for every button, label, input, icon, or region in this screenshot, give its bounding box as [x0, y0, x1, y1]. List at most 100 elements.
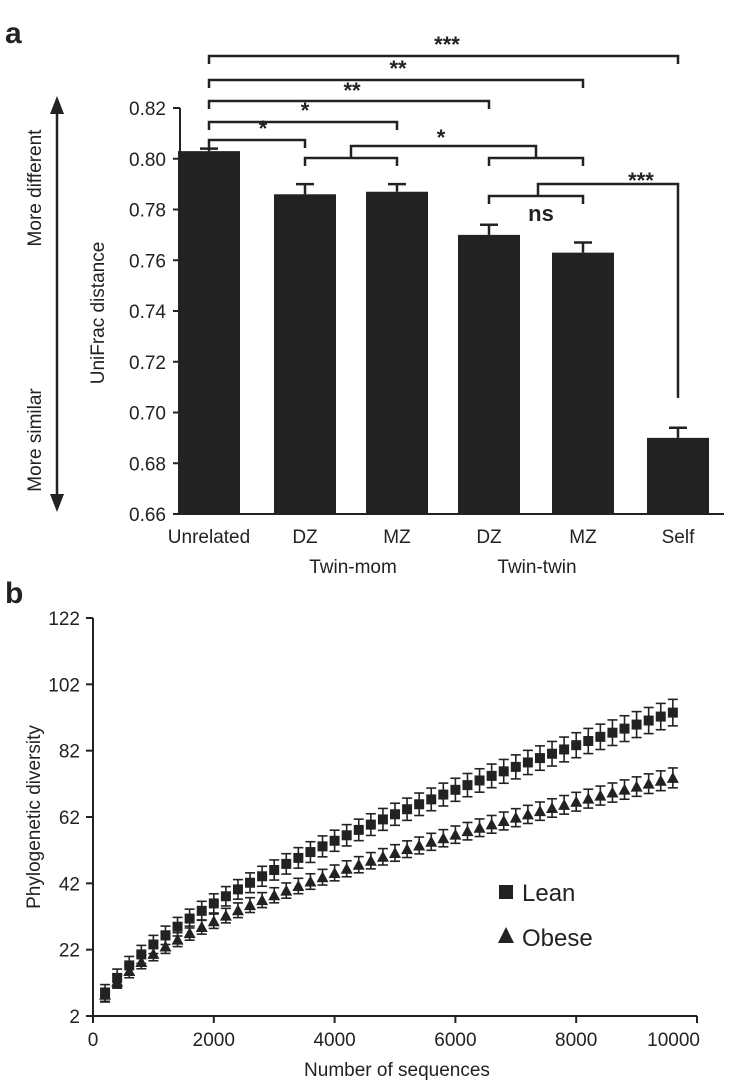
data-point-lean [426, 794, 437, 805]
y-tick-label-b: 2 [69, 1007, 80, 1028]
data-point-lean [220, 891, 231, 902]
data-point-lean [486, 770, 497, 781]
data-point-lean [583, 735, 594, 746]
data-point-obese [401, 843, 414, 855]
data-point-lean [510, 761, 521, 772]
data-point-obese [509, 811, 522, 823]
significance-bracket [303, 156, 399, 166]
sig-label-unrelated-mz-mom: * [301, 98, 310, 123]
y-tick-label-b: 102 [48, 675, 80, 696]
data-point-obese [425, 835, 438, 847]
data-point-lean [643, 715, 654, 726]
y-tick-label-b: 42 [59, 874, 80, 895]
y-tick-label-a: 0.80 [129, 150, 166, 171]
data-point-obese [461, 825, 474, 837]
data-point-lean [559, 744, 570, 755]
y-ticks-a: 0.82 0.80 0.78 0.76 0.74 0.72 0.70 0.68 0.66 [129, 99, 180, 526]
y-tick-label-b: 82 [59, 742, 80, 763]
data-point-lean [667, 707, 678, 718]
bar [647, 437, 709, 514]
data-point-obese [207, 915, 220, 927]
data-point-lean [208, 898, 219, 909]
data-point-lean [547, 748, 558, 759]
data-point-lean [317, 841, 328, 852]
x-tick-label-b: 6000 [434, 1030, 476, 1051]
x-tick-label-b: 0 [88, 1030, 99, 1051]
sig-label-unrelated-self: *** [434, 32, 460, 57]
x-ticks-b: 0 2000 4000 6000 8000 10000 [88, 1016, 700, 1051]
data-point-obese [449, 828, 462, 840]
data-point-obese [183, 927, 196, 939]
data-point-obese [328, 866, 341, 878]
data-point-lean [160, 930, 171, 941]
data-point-obese [497, 814, 510, 826]
sig-label-unrelated-dz-mom: * [259, 116, 268, 141]
data-point-obese [231, 904, 244, 916]
significance-bracket [207, 78, 585, 88]
data-point-lean [619, 723, 630, 734]
data-point-obese [473, 821, 486, 833]
data-point-obese [666, 771, 679, 783]
data-point-obese [558, 798, 571, 810]
series-obese [99, 767, 679, 1003]
data-point-obese [304, 875, 317, 887]
data-point-lean [474, 775, 485, 786]
data-point-lean [462, 780, 473, 791]
significance-bracket [487, 156, 585, 166]
category-label-dz-mom: DZ [292, 527, 318, 548]
data-point-lean [390, 809, 400, 820]
significance-bracket [207, 99, 491, 109]
data-point-obese [437, 832, 450, 844]
sig-label-unrelated-mz-twin: ** [389, 56, 407, 81]
significance-bracket [536, 182, 680, 398]
sig-label-twins-vs-self: *** [628, 168, 654, 193]
data-point-lean [571, 740, 582, 751]
data-point-lean [414, 799, 425, 810]
data-point-obese [159, 940, 172, 952]
data-point-lean [281, 858, 292, 869]
data-point-obese [618, 783, 631, 795]
data-point-obese [654, 774, 667, 786]
data-point-obese [280, 884, 293, 896]
y-tick-label-a: 0.78 [129, 201, 166, 222]
data-point-lean [498, 766, 509, 777]
category-label-self: Self [662, 527, 695, 548]
data-point-obese [606, 786, 619, 798]
data-point-lean [148, 939, 159, 950]
data-point-lean [655, 711, 666, 722]
y-tick-label-b: 122 [48, 609, 80, 630]
data-point-obese [594, 789, 607, 801]
panel-a: a More different More similar UniFrac di… [5, 17, 724, 578]
data-point-obese [352, 858, 365, 870]
bar [178, 151, 240, 514]
x-tick-label-b: 8000 [555, 1030, 597, 1051]
y-axis-label-a: UniFrac distance [88, 242, 109, 385]
significance-bracket [207, 120, 399, 130]
data-point-lean [377, 814, 388, 825]
data-point-obese [256, 894, 269, 906]
y-tick-label-a: 0.66 [129, 505, 166, 526]
data-point-lean [595, 731, 606, 742]
category-label-mz-mom: MZ [383, 527, 411, 548]
data-point-lean [196, 905, 207, 916]
group-label-twin-mom: Twin-mom [309, 557, 397, 578]
data-point-obese [340, 862, 353, 874]
panel-b-label: b [5, 577, 23, 610]
legend: Lean Obese [498, 880, 593, 952]
data-point-lean [522, 757, 533, 768]
y-tick-label-a: 0.76 [129, 251, 166, 272]
data-point-obese [268, 889, 281, 901]
data-point-obese [292, 879, 305, 891]
significance-bracket [349, 144, 538, 158]
significance-bracket [207, 54, 680, 64]
data-point-obese [570, 795, 583, 807]
data-point-obese [485, 818, 498, 830]
category-label-mz-twin: MZ [569, 527, 597, 548]
significance-bracket [487, 194, 585, 204]
significance-brackets [207, 54, 680, 398]
more-similar-label: More similar [25, 388, 46, 492]
data-point-lean [450, 784, 461, 795]
category-label-unrelated: Unrelated [168, 527, 250, 548]
data-point-obese [582, 792, 595, 804]
data-point-obese [546, 801, 559, 813]
